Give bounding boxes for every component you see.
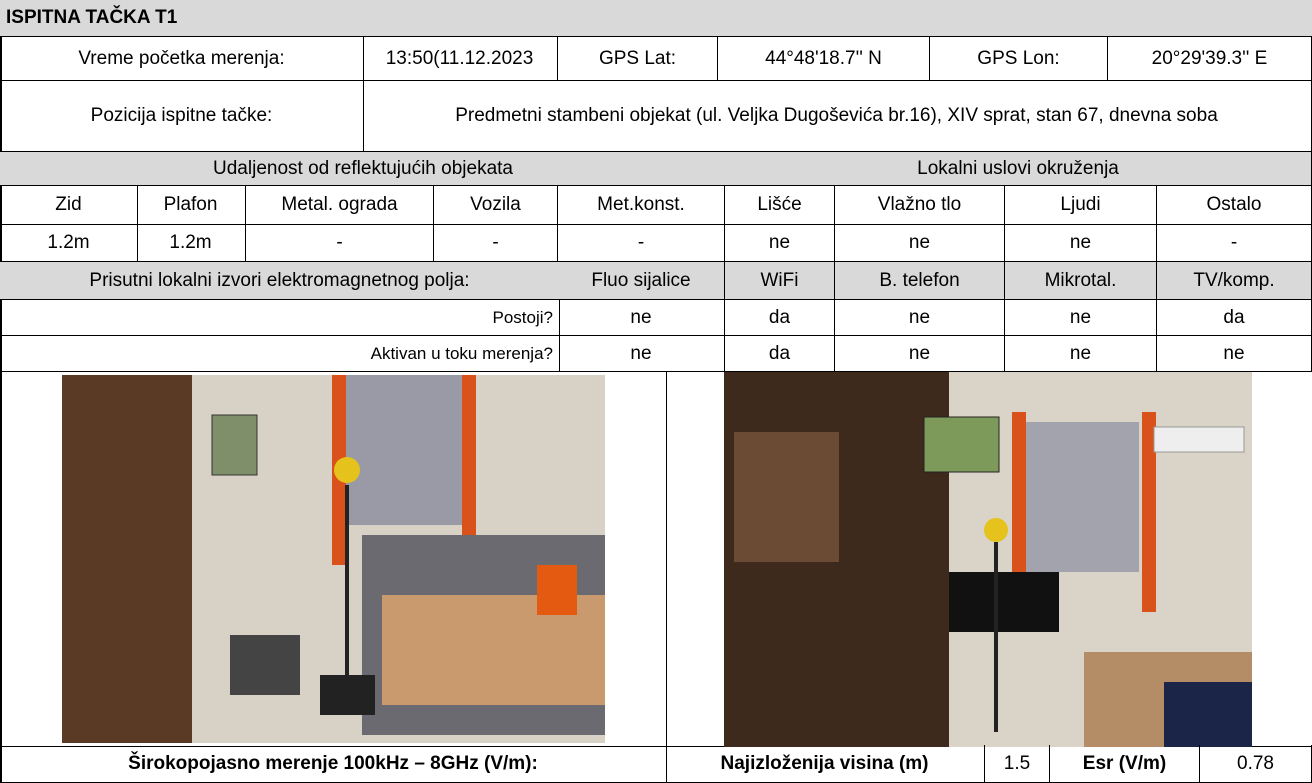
value-cell: da [725, 300, 835, 336]
value-cell: - [558, 225, 725, 262]
info-cell: Vreme početka merenja: [0, 37, 364, 81]
value-cell: ne [835, 225, 1005, 262]
height-label: Najizloženija visina (m) [665, 745, 985, 783]
value-cell: ne [1157, 336, 1312, 372]
photo-cell [0, 372, 667, 747]
value-cell: ne [835, 300, 1005, 336]
column-header: Lišće [725, 186, 835, 225]
row-label: Aktivan u toku merenja? [0, 336, 560, 372]
value-cell: ne [1005, 336, 1157, 372]
column-header: Zid [0, 186, 138, 225]
value-cell: ne [558, 336, 725, 372]
row-label: Postoji? [0, 300, 560, 336]
value-cell: - [246, 225, 434, 262]
column-header: Metal. ograda [246, 186, 434, 225]
esr-value: 0.78 [1200, 745, 1312, 783]
column-header: Vozila [434, 186, 558, 225]
esr-label: Esr (V/m) [1050, 745, 1200, 783]
column-header: Vlažno tlo [835, 186, 1005, 225]
column-header: Met.konst. [558, 186, 725, 225]
sheet-title: ISPITNA TAČKA T1 [0, 0, 1312, 37]
value-cell: 1.2m [0, 225, 138, 262]
info-cell: 13:50(11.12.2023 [362, 37, 558, 81]
column-header: Fluo sijalice [558, 262, 725, 300]
value-cell: da [1157, 300, 1312, 336]
value-cell: - [434, 225, 558, 262]
column-header: WiFi [725, 262, 835, 300]
column-header: B. telefon [835, 262, 1005, 300]
value-cell: - [1157, 225, 1312, 262]
position-label: Pozicija ispitne tačke: [0, 81, 364, 152]
value-cell: da [725, 336, 835, 372]
column-header: Plafon [136, 186, 246, 225]
value-cell: ne [1005, 225, 1157, 262]
section-header: Lokalni uslovi okruženja [725, 152, 1312, 186]
section-header: Prisutni lokalni izvori elektromagnetnog… [0, 262, 560, 300]
column-header: TV/komp. [1157, 262, 1312, 300]
info-cell: GPS Lon: [930, 37, 1108, 81]
info-cell: 20°29'39.3'' E [1108, 37, 1312, 81]
measurement-label: Širokopojasno merenje 100kHz – 8GHz (V/m… [0, 745, 667, 783]
value-cell: ne [1005, 300, 1157, 336]
column-header: Mikrotal. [1005, 262, 1157, 300]
column-header: Ostalo [1157, 186, 1312, 225]
position-value: Predmetni stambeni objekat (ul. Veljka D… [362, 81, 1312, 152]
room-photo-left [62, 375, 605, 743]
column-header: Ljudi [1005, 186, 1157, 225]
info-cell: GPS Lat: [558, 37, 718, 81]
height-value: 1.5 [985, 745, 1050, 783]
info-cell: 44°48'18.7'' N [718, 37, 930, 81]
value-cell: ne [725, 225, 835, 262]
room-photo-right [724, 372, 1252, 747]
section-header: Udaljenost od reflektujućih objekata [0, 152, 727, 186]
value-cell: ne [835, 336, 1005, 372]
value-cell: 1.2m [136, 225, 246, 262]
value-cell: ne [558, 300, 725, 336]
